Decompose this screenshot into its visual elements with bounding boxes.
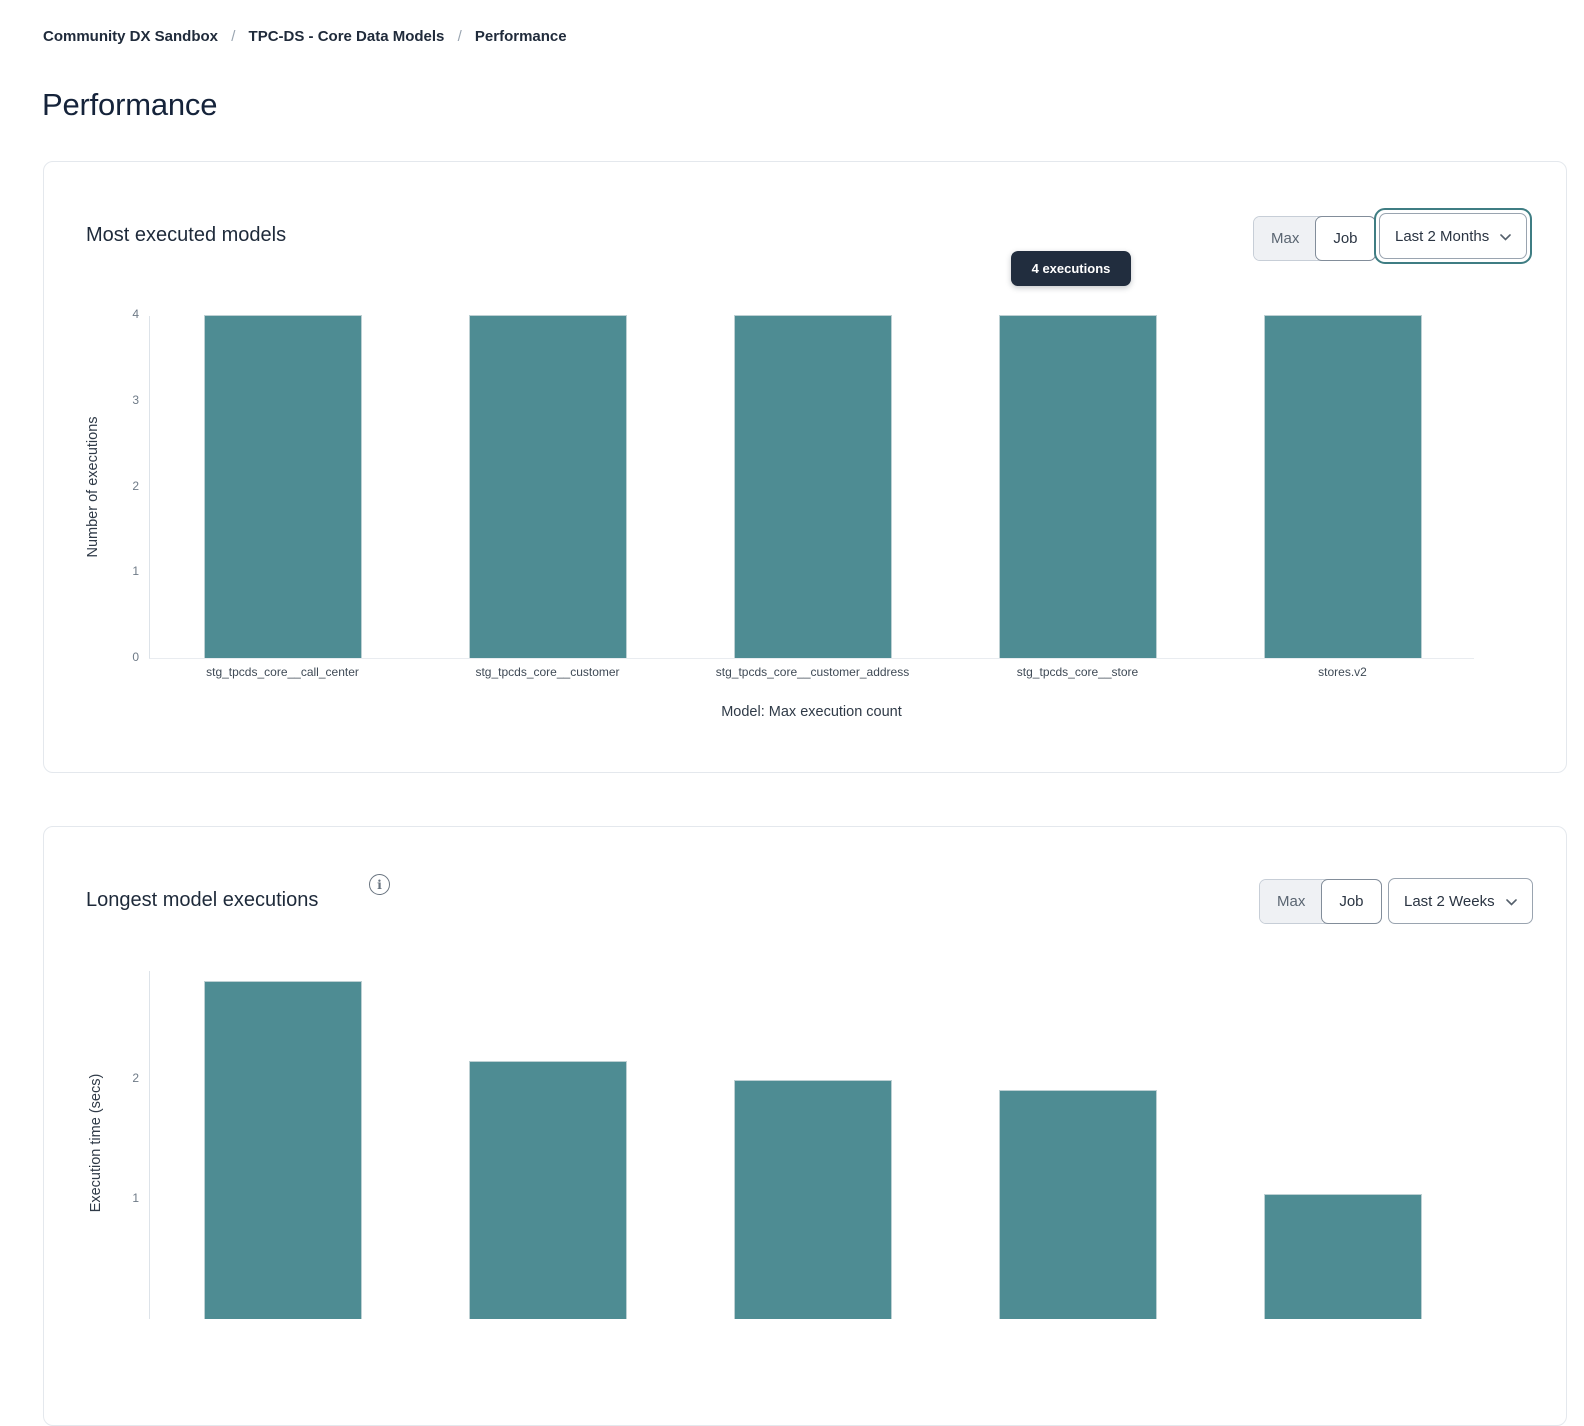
date-range-dropdown[interactable]: Last 2 Weeks xyxy=(1388,878,1533,924)
breadcrumb-item-project[interactable]: TPC-DS - Core Data Models xyxy=(248,28,445,45)
toggle-option-job[interactable]: Job xyxy=(1315,216,1376,261)
bar[interactable] xyxy=(733,1080,892,1319)
breadcrumb-item-account[interactable]: Community DX Sandbox xyxy=(43,28,219,45)
x-tick-label: stg_tpcds_core__customer xyxy=(475,665,620,679)
max-job-toggle: Max Job xyxy=(1259,879,1382,924)
info-icon[interactable]: i xyxy=(369,874,390,895)
y-tick-label: 3 xyxy=(132,392,139,407)
date-range-value: Last 2 Months xyxy=(1395,227,1490,245)
chart-title: Most executed models xyxy=(86,223,287,246)
toggle-option-max[interactable]: Max xyxy=(1254,217,1317,260)
toggle-option-max[interactable]: Max xyxy=(1260,880,1323,923)
date-range-dropdown[interactable]: Last 2 Months xyxy=(1379,213,1528,259)
date-range-value: Last 2 Weeks xyxy=(1404,892,1495,910)
x-tick-label: stg_tpcds_core__store xyxy=(1016,665,1139,679)
y-tick-label: 1 xyxy=(132,1191,139,1205)
y-tick-label: 0 xyxy=(132,650,139,664)
bar[interactable] xyxy=(998,1090,1157,1319)
max-job-toggle: Max Job xyxy=(1253,216,1376,261)
bar[interactable] xyxy=(203,315,362,658)
x-axis-title: Model: Max execution count xyxy=(721,704,902,720)
breadcrumb-separator: / xyxy=(231,28,236,45)
chevron-down-icon xyxy=(1500,228,1512,245)
x-tick-label: stg_tpcds_core__customer_address xyxy=(715,665,910,679)
x-tick-label: stores.v2 xyxy=(1318,665,1367,679)
y-tick-label: 4 xyxy=(132,307,139,321)
card-most-executed-models: Most executed models Max Job Last 2 Mont… xyxy=(43,161,1567,773)
card-longest-model-executions: Longest model executions i Max Job Last … xyxy=(43,826,1567,1426)
x-tick-label: stg_tpcds_core__call_center xyxy=(206,665,359,679)
y-axis-title: Number of executions xyxy=(85,416,101,558)
bar[interactable] xyxy=(998,315,1157,658)
chart-tooltip: 4 executions xyxy=(1011,251,1131,286)
bar[interactable] xyxy=(733,315,892,658)
date-range-focus-ring: Last 2 Months xyxy=(1374,208,1533,264)
breadcrumb: Community DX Sandbox / TPC-DS - Core Dat… xyxy=(43,28,567,45)
toggle-option-job[interactable]: Job xyxy=(1321,879,1382,924)
chart-title: Longest model executions xyxy=(86,888,319,911)
bar[interactable] xyxy=(468,1061,627,1319)
y-tick-label: 2 xyxy=(132,478,139,493)
y-tick-label: 1 xyxy=(132,564,139,579)
bar[interactable] xyxy=(1263,1194,1422,1319)
bar[interactable] xyxy=(203,981,362,1319)
bar[interactable] xyxy=(1263,315,1422,658)
y-tick-label: 2 xyxy=(132,1071,139,1085)
chevron-down-icon xyxy=(1505,893,1517,910)
bar-chart-most-executed: 0 1 2 3 4 stg_tpcds_core__call_center stg_tpcd… xyxy=(132,307,1474,679)
bar[interactable] xyxy=(468,315,627,658)
breadcrumb-separator: / xyxy=(457,28,462,45)
y-axis-title: Execution time (secs) xyxy=(88,1073,104,1213)
breadcrumb-item-current: Performance xyxy=(474,28,567,45)
page-title: Performance xyxy=(42,86,218,122)
